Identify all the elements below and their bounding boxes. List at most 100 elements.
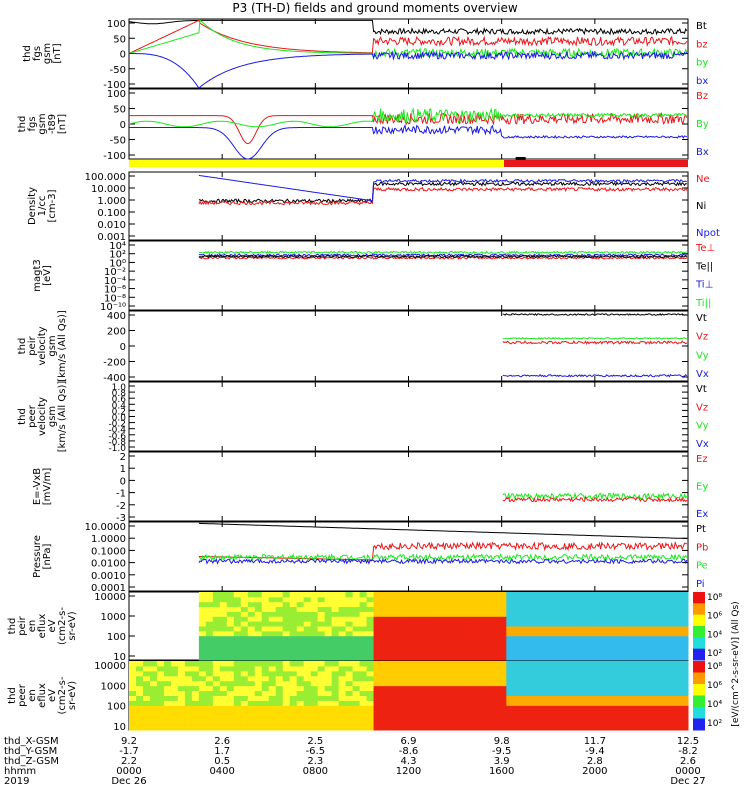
spectro-cell <box>457 621 465 627</box>
spectro-cell <box>506 635 514 642</box>
spectro-cell <box>625 650 633 656</box>
spectro-cell <box>254 670 263 677</box>
spectro-cell <box>226 705 235 711</box>
spectro-cell <box>387 715 396 721</box>
spectro-cell <box>135 690 144 696</box>
spectro-cell <box>394 661 403 667</box>
spectro-cell <box>338 645 347 651</box>
spectro-cell <box>443 626 451 632</box>
ytick-label: 0.0010 <box>91 571 126 582</box>
ylabel-line: -t89 <box>47 114 58 134</box>
spectro-cell <box>569 655 577 661</box>
spectro-cell <box>450 645 458 651</box>
ytick-label: 1.0 <box>112 383 127 393</box>
spectro-cell <box>436 690 444 696</box>
series-bx <box>129 50 688 89</box>
spectro-cell <box>667 592 675 598</box>
spectro-cell <box>282 720 291 726</box>
spectro-cell <box>310 725 319 731</box>
ytick-label: 10000 <box>94 592 126 603</box>
spectro-cell <box>212 626 221 632</box>
spectro-cell <box>205 695 214 701</box>
spectro-cell <box>653 670 661 677</box>
spectro-cell <box>681 635 689 642</box>
spectro-cell <box>247 611 256 617</box>
spectro-cell <box>275 606 284 612</box>
spectro-cell <box>646 705 654 711</box>
spectro-cell <box>639 650 647 656</box>
spectro-cell <box>583 725 591 731</box>
spectro-cell <box>331 601 340 608</box>
spectro-cell <box>303 606 312 612</box>
spectro-cell <box>345 670 354 677</box>
ytick-label: 0.6 <box>112 395 127 405</box>
spectro-cell <box>387 611 396 617</box>
spectro-cell <box>135 670 144 677</box>
spectro-cell <box>604 661 612 667</box>
spectro-cell <box>415 690 423 696</box>
spectro-cell <box>212 710 221 716</box>
spectro-cell <box>646 650 654 656</box>
spectro-cell <box>205 650 214 656</box>
spectro-cell <box>674 685 682 692</box>
ytick-label: 0.001 <box>97 232 126 243</box>
spectro-cell <box>205 611 214 617</box>
spectro-cell <box>247 626 256 632</box>
spectro-cell <box>156 695 165 701</box>
ylabel-line: peer <box>27 404 38 428</box>
spectro-cell <box>443 645 451 651</box>
legend-Ni: Ni <box>696 201 706 212</box>
spectro-cell <box>394 710 403 716</box>
spectro-cell <box>177 705 186 711</box>
spectro-cell <box>198 725 207 731</box>
spectro-cell <box>443 621 451 627</box>
spectro-cell <box>429 601 437 608</box>
spectro-cell <box>457 675 465 682</box>
spectro-cell <box>597 685 605 692</box>
spectro-cell <box>506 725 514 731</box>
spectro-cell <box>492 645 500 651</box>
spectro-cell <box>597 695 605 701</box>
spectro-cell <box>317 621 326 627</box>
spectro-cell <box>506 670 514 677</box>
spectro-cell <box>485 621 493 627</box>
spectro-cell <box>492 596 500 603</box>
spectro-cell <box>366 611 375 617</box>
spectro-cell <box>457 606 465 612</box>
spectro-cell <box>317 596 326 603</box>
spectro-cell <box>129 715 137 721</box>
spectro-cell <box>527 645 535 651</box>
spectro-cell <box>646 635 654 642</box>
spectro-cell <box>485 650 493 656</box>
spectro-cell <box>681 720 689 726</box>
spectro-cell <box>254 645 263 651</box>
spectro-cell <box>660 645 668 651</box>
spectro-cell <box>338 630 347 637</box>
spectro-cell <box>555 680 563 687</box>
spectro-cell <box>681 675 689 682</box>
spectro-cell <box>618 640 626 646</box>
spectro-cell <box>268 675 277 682</box>
spectro-cell <box>394 665 403 672</box>
spectro-cell <box>387 670 396 677</box>
spectro-cell <box>254 665 263 672</box>
spectro-cell <box>422 715 430 721</box>
spectro-cell <box>163 690 172 696</box>
series-Ey <box>502 491 688 501</box>
spectro-cell <box>436 616 444 622</box>
ytick-label: 10⁰ <box>109 258 126 269</box>
spectro-cell <box>205 680 214 687</box>
spectro-cell <box>289 665 298 672</box>
spectro-cell <box>338 592 347 598</box>
spectro-cell <box>282 655 291 661</box>
spectro-cell <box>569 675 577 682</box>
spectro-cell <box>422 700 430 706</box>
xaxis-coord: 2.6 <box>680 756 696 767</box>
spectro-cell <box>464 645 472 651</box>
spectro-cell <box>254 640 263 646</box>
spectro-cell <box>674 690 682 696</box>
series-Ti-par <box>198 250 687 255</box>
spectro-cell <box>499 665 507 672</box>
spectro-cell <box>527 661 535 667</box>
spectro-cell <box>191 665 200 672</box>
